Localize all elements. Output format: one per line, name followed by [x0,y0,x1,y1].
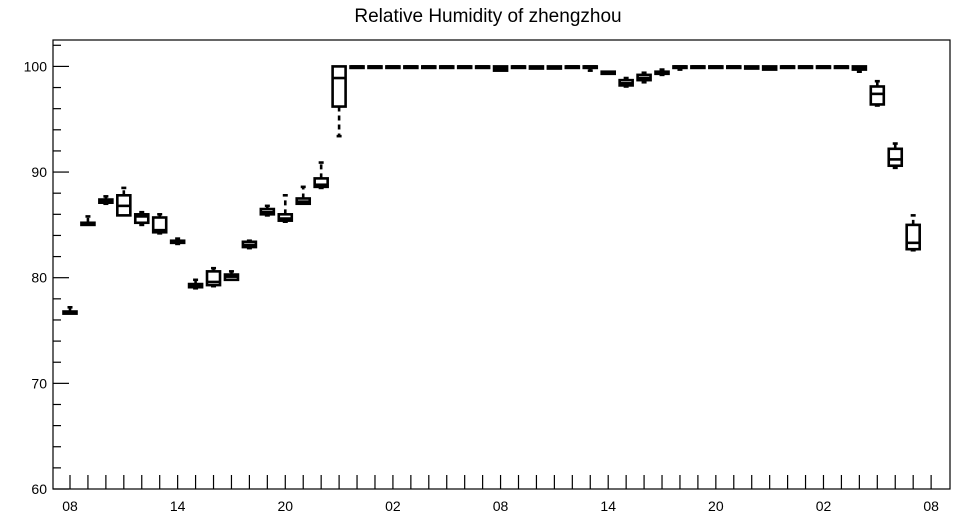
box-item [815,65,832,70]
box-item [116,186,132,217]
x-tick-label: 14 [600,498,616,514]
box-rect [905,223,921,251]
box-item [98,195,114,206]
box-item [690,65,706,70]
box-item [779,65,796,70]
box-item [420,65,437,70]
box-item [564,65,581,70]
box-rect [869,85,886,106]
box-rect [887,147,904,168]
axis-ticks [53,44,932,490]
box-item [403,65,419,70]
tick-labels: 60 70 80 90 100 08 14 20 02 08 14 20 02 08 [24,58,939,514]
plot-frame [52,39,951,490]
box-item [385,65,401,70]
x-tick-label: 08 [493,498,509,514]
box-item [80,215,96,227]
box-item [761,65,778,71]
box-item [259,204,276,217]
box-item [169,237,186,246]
box-item [205,266,222,288]
y-tick-label: 100 [24,58,48,74]
box-item [600,70,617,76]
box-item [492,65,509,72]
y-tick-label: 80 [31,270,47,286]
box-item [456,65,473,70]
box-item [438,65,455,70]
box-item [313,161,329,190]
x-tick-label: 20 [708,498,724,514]
box-item [133,210,150,227]
box-item [510,65,527,70]
box-item [905,214,921,252]
box-item [618,76,634,88]
box-rect [331,65,347,108]
box-series [62,65,921,315]
box-rect [313,177,329,189]
box-item [367,65,383,70]
box-item [582,65,599,72]
box-item [636,71,652,84]
box-rect [133,213,150,225]
x-tick-label: 02 [816,498,832,514]
box-item [546,65,563,70]
box-item [62,305,78,315]
y-tick-label: 70 [31,375,47,391]
box-item [833,65,850,70]
y-tick-label: 90 [31,164,47,180]
box-item [672,65,688,71]
box-item [869,79,886,107]
box-item [295,185,312,206]
box-item [725,65,742,70]
box-item [331,65,347,138]
x-tick-label: 20 [277,498,293,514]
box-item [349,65,365,70]
x-tick-label: 08 [62,498,78,514]
box-item [187,278,204,290]
box-item [708,65,724,70]
box-item [797,65,814,70]
y-tick-label: 60 [31,481,47,497]
box-item [887,142,904,170]
box-item [654,68,670,77]
box-rect [205,270,222,287]
box-item [241,239,258,250]
box-item [743,65,760,70]
box-item [474,65,491,70]
x-tick-label: 08 [923,498,939,514]
x-tick-label: 14 [170,498,186,514]
x-tick-label: 02 [385,498,401,514]
plot-axes [52,39,951,490]
box-item [223,270,240,282]
box-rect [151,216,168,234]
box-item [851,65,868,73]
box-item [277,194,294,224]
box-item [151,213,168,235]
box-item [528,65,545,70]
chart-title: Relative Humidity of zhengzhou [354,6,621,27]
